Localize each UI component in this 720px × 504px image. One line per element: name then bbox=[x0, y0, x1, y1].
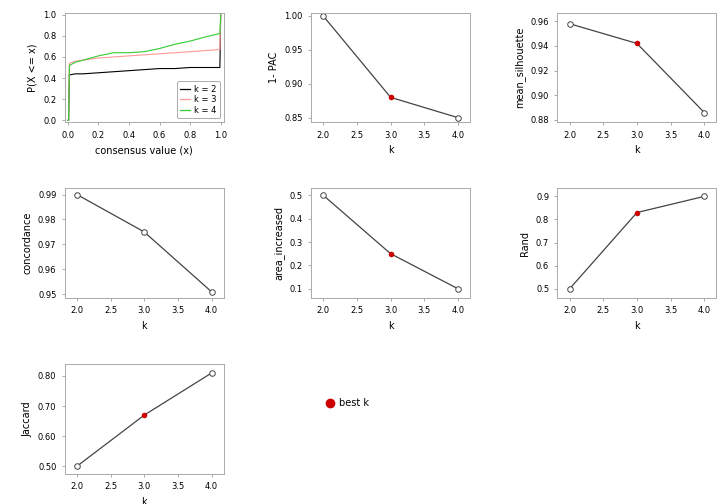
Y-axis label: Rand: Rand bbox=[521, 231, 531, 256]
X-axis label: k: k bbox=[388, 321, 393, 331]
X-axis label: consensus value (x): consensus value (x) bbox=[95, 145, 193, 155]
Y-axis label: area_increased: area_increased bbox=[273, 206, 284, 280]
Y-axis label: P(X <= x): P(X <= x) bbox=[27, 43, 37, 92]
Legend: k = 2, k = 3, k = 4: k = 2, k = 3, k = 4 bbox=[177, 81, 220, 118]
Legend: best k: best k bbox=[324, 396, 371, 410]
Y-axis label: Jaccard: Jaccard bbox=[22, 401, 32, 436]
X-axis label: k: k bbox=[388, 145, 393, 155]
Y-axis label: mean_silhouette: mean_silhouette bbox=[514, 27, 525, 108]
X-axis label: k: k bbox=[634, 321, 640, 331]
X-axis label: k: k bbox=[634, 145, 640, 155]
Y-axis label: 1- PAC: 1- PAC bbox=[269, 52, 279, 83]
X-axis label: k: k bbox=[141, 496, 147, 504]
Y-axis label: concordance: concordance bbox=[22, 212, 32, 274]
X-axis label: k: k bbox=[141, 321, 147, 331]
